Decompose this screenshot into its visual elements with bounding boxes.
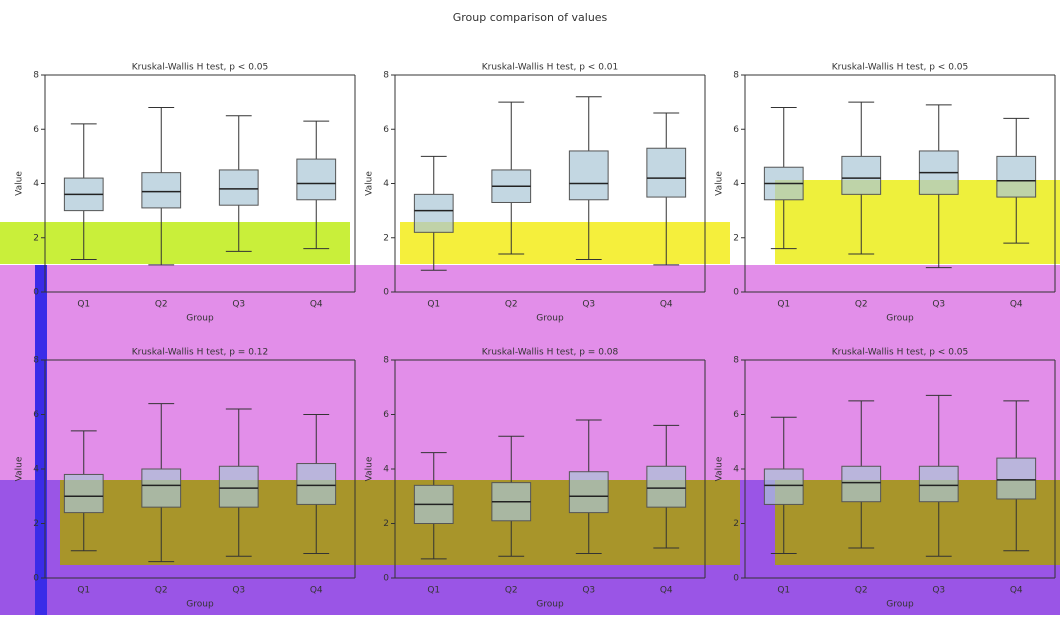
x-axis-label: Group	[886, 314, 914, 324]
x-tick-label: Q1	[77, 586, 90, 596]
y-axis-label: Value	[715, 171, 725, 196]
y-tick-label: 2	[33, 233, 39, 243]
panel-title: Kruskal-Wallis H test, p = 0.08	[482, 348, 619, 358]
panel-title: Kruskal-Wallis H test, p < 0.05	[832, 63, 969, 73]
y-tick-label: 6	[733, 410, 739, 420]
x-tick-label: Q3	[932, 300, 945, 310]
box	[63, 473, 104, 514]
y-tick-label: 2	[733, 519, 739, 529]
box	[568, 471, 609, 514]
box	[413, 193, 454, 233]
box	[141, 172, 182, 209]
x-axis-label: Group	[186, 314, 214, 324]
panel-title: Kruskal-Wallis H test, p < 0.05	[132, 63, 269, 73]
box	[841, 465, 882, 503]
y-tick-label: 0	[383, 574, 389, 584]
y-tick-label: 6	[383, 125, 389, 135]
y-axis-label: Value	[365, 456, 375, 481]
x-tick-label: Q3	[232, 586, 245, 596]
box	[568, 150, 609, 201]
overlay-band	[35, 265, 47, 615]
x-tick-label: Q1	[77, 300, 90, 310]
x-tick-label: Q1	[427, 300, 440, 310]
y-tick-label: 4	[33, 179, 39, 189]
figure-title: Group comparison of values	[453, 11, 608, 24]
y-tick-label: 0	[733, 288, 739, 298]
y-tick-label: 4	[383, 465, 389, 475]
x-tick-label: Q3	[582, 586, 595, 596]
x-tick-label: Q2	[155, 300, 168, 310]
x-tick-label: Q4	[660, 586, 673, 596]
x-tick-label: Q3	[582, 300, 595, 310]
x-tick-label: Q2	[855, 586, 868, 596]
y-tick-label: 2	[33, 519, 39, 529]
panel-title: Kruskal-Wallis H test, p = 0.12	[132, 348, 269, 358]
box	[218, 465, 259, 508]
x-axis-label: Group	[536, 314, 564, 324]
x-tick-label: Q2	[505, 300, 518, 310]
x-tick-label: Q4	[660, 300, 673, 310]
box	[296, 158, 337, 201]
box	[141, 468, 182, 508]
y-axis-label: Value	[15, 171, 25, 196]
overlay-band	[400, 222, 730, 264]
y-axis-label: Value	[15, 456, 25, 481]
x-tick-label: Q2	[855, 300, 868, 310]
box	[296, 463, 337, 505]
y-tick-label: 4	[733, 179, 739, 189]
y-tick-label: 4	[33, 465, 39, 475]
y-tick-label: 8	[33, 356, 39, 366]
x-tick-label: Q4	[310, 300, 323, 310]
box	[763, 468, 804, 505]
box	[646, 147, 687, 198]
y-tick-label: 6	[33, 410, 39, 420]
x-tick-label: Q3	[232, 300, 245, 310]
box	[996, 457, 1037, 500]
box	[646, 465, 687, 508]
x-tick-label: Q1	[427, 586, 440, 596]
y-tick-label: 2	[383, 519, 389, 529]
box	[841, 155, 882, 195]
y-axis-label: Value	[365, 171, 375, 196]
y-tick-label: 6	[383, 410, 389, 420]
x-axis-label: Group	[886, 600, 914, 610]
x-tick-label: Q4	[1010, 586, 1023, 596]
y-tick-label: 8	[383, 356, 389, 366]
y-tick-label: 6	[33, 125, 39, 135]
y-tick-label: 8	[733, 71, 739, 81]
x-tick-label: Q2	[505, 586, 518, 596]
y-tick-label: 4	[383, 179, 389, 189]
x-tick-label: Q4	[310, 586, 323, 596]
y-axis-label: Value	[715, 456, 725, 481]
y-tick-label: 8	[733, 356, 739, 366]
x-tick-label: Q1	[777, 586, 790, 596]
overlay-band	[0, 265, 1060, 480]
y-tick-label: 0	[33, 288, 39, 298]
y-tick-label: 0	[733, 574, 739, 584]
panel-title: Kruskal-Wallis H test, p < 0.01	[482, 63, 619, 73]
overlay-band	[0, 222, 350, 264]
box	[218, 169, 259, 206]
y-tick-label: 0	[383, 288, 389, 298]
y-tick-label: 6	[733, 125, 739, 135]
panel-title: Kruskal-Wallis H test, p < 0.05	[832, 348, 969, 358]
y-tick-label: 4	[733, 465, 739, 475]
box	[996, 155, 1037, 198]
x-tick-label: Q4	[1010, 300, 1023, 310]
x-tick-label: Q1	[777, 300, 790, 310]
y-tick-label: 8	[383, 71, 389, 81]
x-axis-label: Group	[186, 600, 214, 610]
y-tick-label: 0	[33, 574, 39, 584]
x-tick-label: Q2	[155, 586, 168, 596]
y-tick-label: 8	[33, 71, 39, 81]
box	[918, 465, 959, 503]
x-tick-label: Q3	[932, 586, 945, 596]
y-tick-label: 2	[733, 233, 739, 243]
x-axis-label: Group	[536, 600, 564, 610]
y-tick-label: 2	[383, 233, 389, 243]
